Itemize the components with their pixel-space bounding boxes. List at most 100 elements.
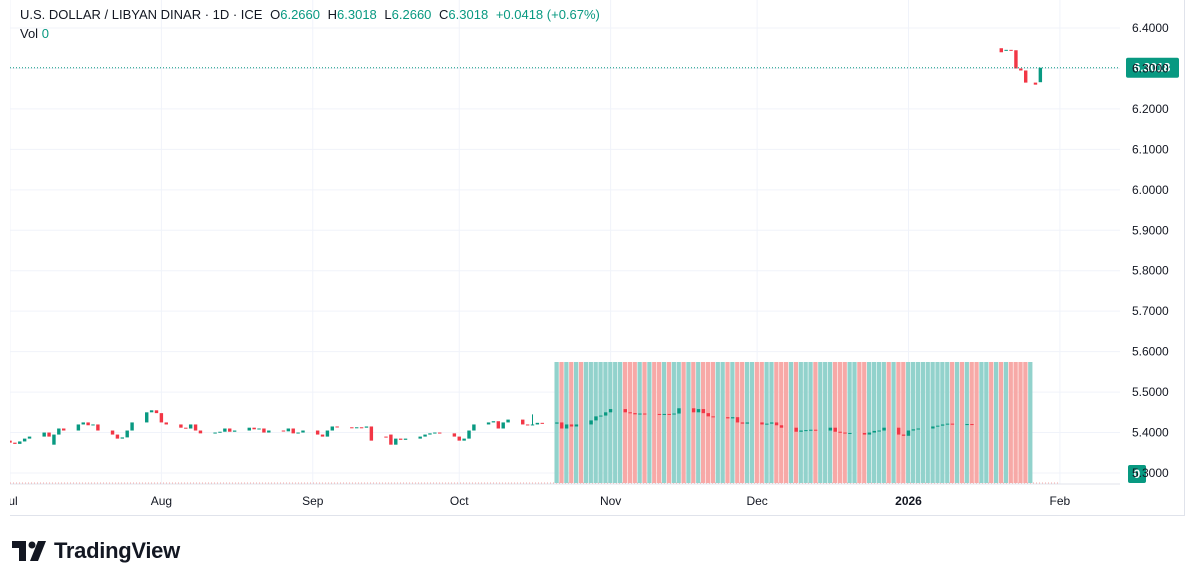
- candle: [901, 434, 906, 436]
- y-tick-label: 5.3000: [1132, 466, 1169, 480]
- volume-bar: [979, 362, 984, 483]
- candle: [389, 434, 393, 445]
- volume-bar: [984, 362, 989, 483]
- candle: [809, 429, 813, 431]
- candle: [330, 426, 334, 431]
- candle: [970, 424, 974, 426]
- candle: [779, 425, 784, 428]
- candle: [867, 432, 872, 435]
- volume-bar: [613, 362, 618, 483]
- volume-bar: [652, 362, 657, 483]
- high-label: H: [327, 7, 338, 22]
- candle: [916, 428, 920, 430]
- candle: [667, 413, 671, 415]
- candle: [936, 425, 940, 427]
- candle: [228, 428, 232, 432]
- volume-bar: [783, 362, 789, 483]
- candle: [350, 427, 354, 429]
- volume-bar: [989, 362, 994, 483]
- candle: [315, 430, 320, 435]
- candle: [735, 417, 740, 423]
- candle: [848, 432, 852, 434]
- candle: [281, 430, 286, 432]
- candle: [320, 434, 325, 437]
- candle: [711, 416, 715, 418]
- x-tick-label: Sep: [302, 494, 324, 508]
- candle: [398, 438, 403, 440]
- candle: [1014, 50, 1018, 69]
- candle: [394, 438, 398, 445]
- high-value: 6.3018: [337, 7, 377, 22]
- volume-bar: [803, 362, 808, 483]
- candle: [677, 408, 681, 414]
- candle: [257, 428, 261, 430]
- volume-bar: [681, 362, 686, 483]
- candle: [213, 432, 217, 434]
- candle: [1004, 49, 1008, 51]
- last-price-label: 6.3018: [1134, 61, 1171, 75]
- y-tick-label: 6.0000: [1132, 183, 1169, 197]
- volume-bar: [617, 362, 623, 483]
- candle: [1023, 70, 1028, 83]
- volume-bar: [818, 362, 823, 483]
- candle: [643, 413, 647, 415]
- candle: [862, 432, 867, 435]
- candle: [384, 436, 388, 438]
- candle: [120, 437, 125, 439]
- volume-bar: [700, 362, 706, 483]
- last-price-badge: [1126, 57, 1179, 78]
- candle: [950, 423, 955, 425]
- candle: [198, 430, 203, 434]
- candle: [672, 413, 676, 415]
- volume-bar: [823, 362, 828, 483]
- candle: [423, 434, 427, 437]
- volume-bar: [603, 362, 608, 483]
- volume-bar: [725, 362, 730, 483]
- volume-bar: [891, 362, 896, 483]
- candle: [13, 442, 17, 444]
- candle: [223, 428, 227, 432]
- candle: [335, 426, 339, 428]
- volume-bar: [959, 362, 965, 483]
- candle: [130, 422, 134, 431]
- y-tick-label: 6.3000: [1132, 61, 1169, 75]
- volume-bar: [793, 362, 799, 483]
- close-label: C: [439, 7, 449, 22]
- candle: [491, 421, 496, 423]
- low-label: L: [384, 7, 392, 22]
- volume-bar: [627, 362, 633, 483]
- x-tick-label: Aug: [151, 494, 172, 508]
- volume-bar: [632, 362, 637, 483]
- candle: [731, 417, 735, 419]
- grid-lines: [10, 0, 1120, 484]
- candle: [838, 431, 842, 433]
- volume-bar: [1018, 362, 1023, 483]
- volume-bar: [593, 362, 598, 483]
- volume-bar: [764, 362, 769, 483]
- tradingview-brand[interactable]: TradingView: [12, 538, 180, 564]
- candle: [428, 433, 432, 435]
- candle: [154, 410, 159, 414]
- y-tick-label: 5.7000: [1132, 304, 1169, 318]
- volume-bar: [666, 362, 672, 483]
- volume-bar: [950, 362, 955, 483]
- volume-bar: [788, 362, 794, 483]
- volume-bar: [857, 362, 862, 483]
- candle: [530, 424, 535, 426]
- volume-bar: [832, 362, 838, 483]
- volume-bar: [852, 362, 857, 483]
- candle: [882, 427, 886, 431]
- candle: [726, 417, 730, 419]
- volume-bar: [935, 362, 940, 483]
- price-chart[interactable]: 6.3018 0 6.4000 6.3000 6.2000 6.1000 6.0000 5.…: [10, 0, 1185, 516]
- volume-bar: [661, 362, 667, 483]
- volume-bar: [730, 362, 735, 483]
- volume-bar: [574, 362, 579, 483]
- volume-bar: [657, 362, 662, 483]
- candle: [184, 427, 188, 429]
- candle: [623, 409, 627, 413]
- candle: [110, 430, 115, 435]
- candle: [296, 432, 300, 434]
- volume-bar: [969, 362, 974, 483]
- candle: [594, 416, 598, 421]
